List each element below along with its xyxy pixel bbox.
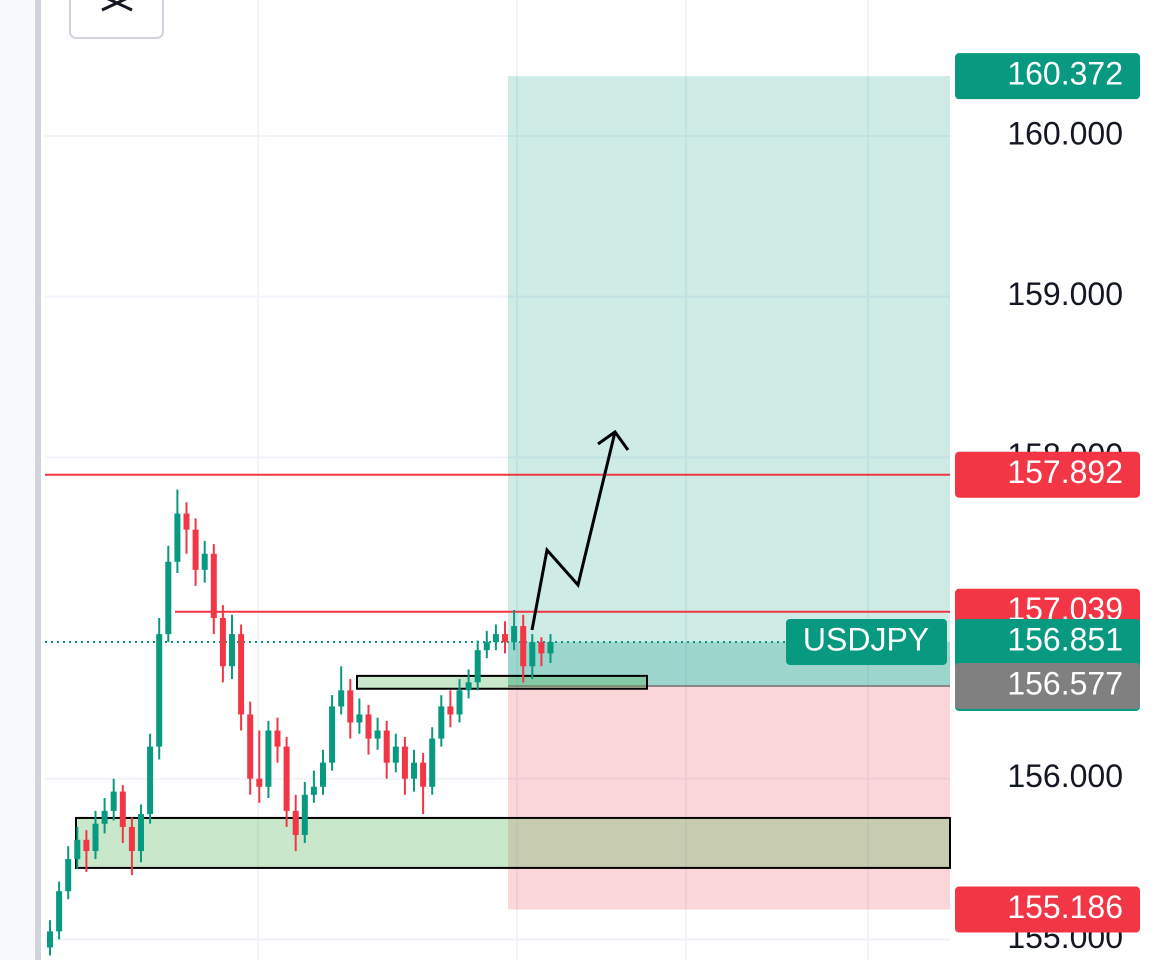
demand-zone	[356, 674, 648, 690]
price-label-box	[955, 53, 1140, 100]
candle-body	[110, 791, 117, 811]
candle-body	[238, 634, 245, 715]
price-label-box	[955, 451, 1140, 498]
candle-body	[520, 626, 527, 667]
candle-body	[292, 810, 299, 835]
candle-body	[301, 794, 308, 835]
candle-body	[456, 690, 463, 715]
candle-body	[474, 650, 481, 683]
price-label: 155.186	[1007, 889, 1123, 925]
candle-body	[465, 682, 472, 691]
candle-body	[92, 823, 99, 852]
candle-body	[411, 762, 417, 779]
candle-body	[247, 714, 254, 779]
candle-body	[47, 931, 53, 948]
candle-body	[83, 839, 90, 852]
arrow-head	[597, 429, 630, 451]
candle-body	[511, 626, 518, 643]
candle-body	[502, 634, 508, 643]
candle-body	[420, 762, 427, 787]
candle-body	[174, 513, 181, 562]
candle-body	[538, 642, 545, 654]
close-icon[interactable]	[101, 0, 133, 12]
y-tick-label: 156.000	[1007, 758, 1123, 794]
symbol-label: USDJPY	[803, 621, 929, 657]
candle-body	[183, 513, 190, 530]
candle-body	[74, 839, 81, 860]
candle-body	[338, 690, 345, 707]
demand-zone	[75, 816, 951, 869]
candle-body	[128, 826, 135, 852]
stop-zone	[508, 686, 950, 910]
drawings-back	[45, 76, 951, 910]
price-label-box	[955, 886, 1140, 933]
candle-body	[347, 690, 354, 723]
price-label: 157.892	[1007, 454, 1123, 490]
candle-body	[219, 618, 226, 667]
grid	[45, 0, 950, 960]
price-label: 156.577	[1007, 665, 1123, 701]
candle-body	[165, 561, 172, 635]
candle-body	[429, 738, 436, 787]
candle-body	[310, 786, 317, 795]
candle-body	[210, 553, 217, 619]
candle-body	[547, 641, 554, 654]
candle-body	[329, 706, 336, 763]
candle-body	[156, 634, 163, 747]
candle-body	[365, 714, 372, 739]
candle-body	[447, 706, 454, 715]
candle-body	[401, 746, 408, 779]
candle-body	[147, 746, 154, 815]
candles	[47, 489, 554, 956]
candle-body	[265, 730, 272, 787]
candle-body	[374, 730, 381, 739]
candle-body	[65, 859, 72, 892]
candle-body	[438, 706, 445, 739]
y-tick-label: 159.000	[1007, 276, 1123, 312]
symbol-label-box	[786, 618, 947, 665]
price-label: 156.851	[1007, 621, 1123, 657]
side-panel	[0, 0, 36, 960]
candle-body	[529, 642, 536, 667]
candle-body	[256, 778, 263, 787]
candle-body	[192, 529, 199, 570]
close-button-box[interactable]	[69, 0, 164, 39]
y-tick-label: 160.000	[1007, 115, 1123, 151]
candle-body	[119, 791, 126, 827]
forecast-arrow	[530, 431, 617, 631]
price-axis: 155.000156.000158.000159.000160.000160.3…	[786, 53, 1140, 955]
target-zone	[508, 76, 950, 687]
candle-body	[138, 814, 144, 852]
candle-body	[274, 730, 281, 747]
candle-body	[483, 642, 490, 651]
candle-body	[356, 714, 363, 723]
candle-body	[229, 634, 235, 667]
candle-body	[383, 730, 390, 763]
price-label-box	[955, 663, 1140, 710]
close-button[interactable]	[69, 0, 164, 39]
candle-body	[56, 891, 63, 932]
candle-body	[392, 746, 399, 763]
candle-body	[492, 634, 499, 643]
candle-body	[201, 553, 208, 570]
price-label: 160.372	[1007, 56, 1123, 92]
candle-body	[101, 810, 108, 824]
candle-body	[320, 762, 326, 787]
candle-body	[283, 746, 290, 811]
